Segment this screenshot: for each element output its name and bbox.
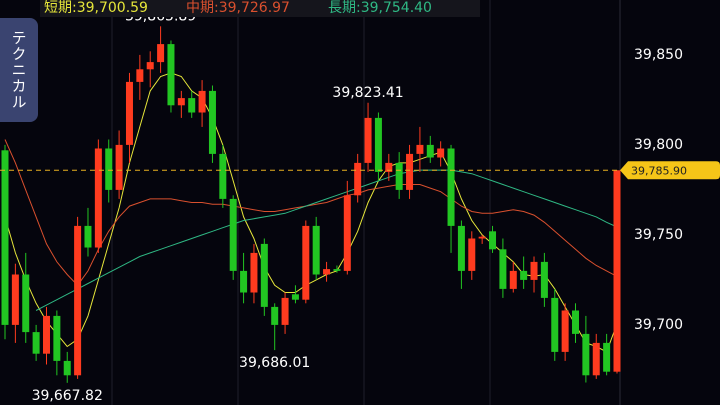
candle-body [540,261,548,298]
candle-body [105,148,113,190]
candle-body [219,153,227,199]
candle-body [530,261,538,280]
y-tick-label: 39,800 [634,137,683,153]
candle-body [188,98,196,113]
candle-body [281,297,289,325]
candle-body [291,294,299,300]
candle-body [374,117,382,172]
ma-line [4,72,618,353]
candles [1,26,621,383]
ma-line [4,139,618,287]
candle-body [489,231,497,250]
legend-entry: 中期:39,726.97 [186,0,290,16]
candle-body [146,62,154,70]
candle-body [22,274,30,333]
ma-lines [4,72,618,353]
candle-body [63,360,71,376]
candle-body [157,44,165,63]
candle-body [260,243,268,307]
candle-body [551,297,559,352]
candle-body [84,225,92,248]
candle-body [385,162,393,172]
candle-body [437,148,445,158]
candle-body [572,310,580,334]
price-annotation: 39,667.82 [32,388,103,404]
candle-body [136,69,144,82]
candle-body [395,162,403,190]
legend: 短期:39,700.59 中期:39,726.97 長期:39,754.40 [44,0,432,16]
candle-body [271,306,279,325]
candle-body [478,236,486,239]
candle-body [198,90,206,113]
candle-body [499,249,507,289]
candle-body [364,117,372,163]
y-tick-label: 39,850 [634,47,683,63]
candle-body [74,225,82,376]
candle-body [354,162,362,196]
candle-body [592,342,600,376]
price-annotation: 39,686.01 [239,355,310,371]
candle-body [426,144,434,158]
price-annotation: 39,823.41 [332,85,403,101]
y-tick-label: 39,700 [634,317,683,333]
candle-body [250,252,258,293]
candle-body [447,148,455,226]
candle-body [115,144,123,190]
candle-body [343,195,351,271]
candle-body [312,225,320,275]
candle-body [208,90,216,154]
candle-body [582,333,590,376]
candle-body [177,98,185,106]
candle-body [406,153,414,190]
candle-body [229,198,237,271]
candle-body [94,148,102,248]
last-price-label: 39,785.90 [631,164,687,177]
candle-body [302,225,310,300]
candle-body [561,310,569,352]
candle-body [53,315,61,361]
legend-entry: 長期:39,754.40 [328,0,432,16]
technical-button[interactable]: テクニカル [0,18,38,122]
candle-body [457,225,465,271]
legend-entry: 短期:39,700.59 [44,0,148,16]
candle-body [333,269,341,271]
candle-body [167,44,175,106]
candle-body [520,270,528,280]
legend-bg [40,0,480,17]
candle-body [509,270,517,289]
candle-body [468,238,476,271]
candle-body [42,315,50,354]
candle-body [603,342,611,372]
candle-body [125,81,133,145]
ma-line [35,169,618,311]
candle-body [613,170,621,372]
candle-body [1,150,9,325]
candle-body [11,274,19,325]
candle-body [32,332,40,354]
candle-body [240,270,248,293]
candle-body [416,144,424,154]
last-price-tag [620,161,720,180]
candle-body [323,269,331,275]
y-tick-label: 39,750 [634,227,683,243]
